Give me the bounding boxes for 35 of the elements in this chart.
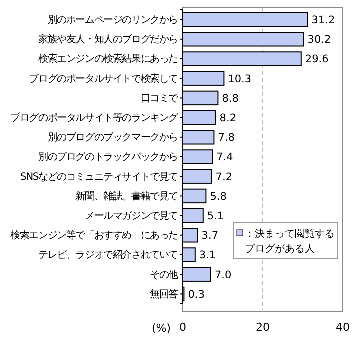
- x-tick-label: 0: [180, 320, 186, 334]
- text: 8.2: [220, 112, 237, 124]
- text: 7.8: [218, 132, 235, 144]
- text: 5.1: [207, 210, 224, 222]
- y-tick-label: 無回答: [150, 288, 179, 300]
- y-tick-label: 家族や友人・知人のブログだから: [38, 34, 178, 46]
- y-tick-label: ブログのポータルサイト等のランキング: [10, 112, 180, 124]
- y-tick-label: 別のホームページのリンクから: [48, 15, 178, 26]
- text: 29.6: [305, 54, 329, 66]
- x-axis-title: (%): [152, 322, 171, 335]
- text: 3.7: [202, 230, 219, 242]
- y-tick-label: SNSなどのコミュニティサイトで見て: [20, 172, 178, 183]
- text: 8.8: [222, 92, 239, 105]
- y-tick-label: その他: [150, 268, 179, 281]
- text: 7.0: [215, 269, 232, 282]
- text: 10.3: [228, 73, 252, 86]
- text: 7.4: [216, 152, 234, 164]
- y-tick-label: 検索エンジンの検索結果にあった: [38, 53, 179, 66]
- text: 30.2: [308, 34, 332, 46]
- y-tick-label: テレビ、ラジオで紹介されていて: [38, 249, 178, 262]
- y-tick-label: ブログのポータルサイトで検索して: [29, 72, 178, 85]
- y-tick-label: メールマガジンで見て: [84, 211, 178, 222]
- text: 5.8: [210, 190, 227, 203]
- x-tick-label: 20: [256, 320, 270, 334]
- text: 31.2: [312, 14, 336, 26]
- y-tick-label: 口コミで: [140, 93, 180, 104]
- text: 0.3: [188, 288, 205, 301]
- text: 3.1: [199, 250, 216, 262]
- y-tick-label: 検索エンジン等で「おすすめ」にあった: [10, 230, 179, 242]
- x-tick-label: 40: [336, 320, 350, 334]
- y-tick-label: 別のブログのトラックバックから: [38, 151, 178, 164]
- y-tick-label: 別のブログのブックマークから: [48, 132, 178, 144]
- legend-label: ：決まって閲覧するブログがある人: [245, 228, 335, 255]
- y-tick-label: 新聞、雑誌、書籍で見て: [76, 190, 178, 202]
- text: 7.2: [216, 171, 233, 184]
